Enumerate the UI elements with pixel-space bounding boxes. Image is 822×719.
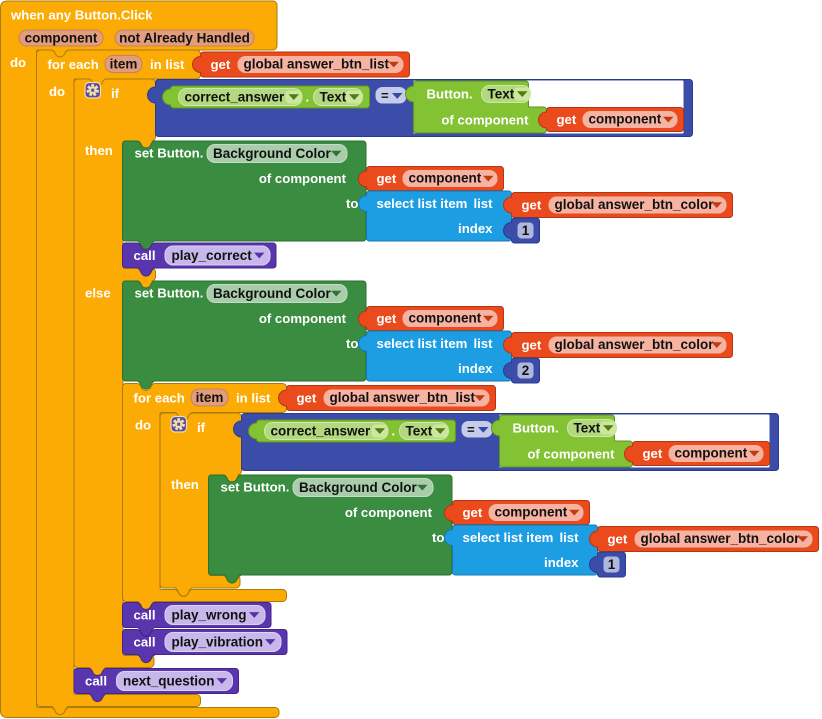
svg-text:get: get [211,57,231,72]
svg-text:of component: of component [441,113,529,128]
svg-text:to: to [346,336,358,351]
svg-text:set Button.: set Button. [221,480,290,495]
svg-text:=: = [467,422,475,437]
svg-text:do: do [10,55,26,70]
svg-text:play_wrong: play_wrong [172,608,247,623]
svg-text:play_vibration: play_vibration [172,635,264,650]
svg-text:list: list [473,336,493,351]
svg-text:global answer_btn_list: global answer_btn_list [330,390,476,405]
svg-text:call: call [134,248,156,263]
svg-text:Text: Text [488,87,515,102]
svg-text:then: then [85,143,113,158]
svg-text:of component: of component [527,447,615,462]
svg-text:to: to [432,530,444,545]
svg-text:of component: of component [259,311,347,326]
svg-text:get: get [297,391,317,406]
svg-text:Text: Text [406,424,433,439]
svg-text:.: . [306,90,310,105]
svg-text:Button.: Button. [427,87,473,102]
svg-text:item: item [110,57,138,72]
svg-text:play_correct: play_correct [172,248,253,263]
svg-text:call: call [85,674,107,689]
svg-text:of component: of component [345,505,433,520]
svg-text:next_question: next_question [123,674,215,689]
svg-text:list: list [559,530,579,545]
svg-text:Button.: Button. [513,421,559,436]
svg-text:component: component [409,171,482,186]
svg-text:Background Color: Background Color [213,286,332,301]
svg-text:get: get [377,311,397,326]
svg-text:call: call [134,635,156,650]
svg-text:in list: in list [236,391,271,406]
svg-text:component: component [675,446,748,461]
svg-text:to: to [346,196,358,211]
svg-text:do: do [49,84,65,99]
svg-text:select list item: select list item [377,196,468,211]
svg-text:component: component [409,311,482,326]
svg-text:correct_answer: correct_answer [185,90,286,105]
svg-text:Text: Text [574,421,601,436]
svg-text:if: if [197,420,206,435]
svg-text:component: component [589,112,662,127]
svg-text:get: get [608,532,628,547]
svg-text:correct_answer: correct_answer [271,424,372,439]
svg-text:get: get [522,198,542,213]
svg-text:else: else [85,286,111,301]
svg-text:1: 1 [608,557,616,572]
svg-text:in list: in list [150,57,185,72]
svg-text:for each: for each [48,57,99,72]
svg-text:for each: for each [134,391,185,406]
svg-text:index: index [458,361,493,376]
svg-text:.: . [392,424,396,439]
svg-text:index: index [458,221,493,236]
svg-text:set Button.: set Button. [135,146,204,161]
svg-text:=: = [381,88,389,103]
svg-text:index: index [544,555,579,570]
svg-text:2: 2 [522,363,530,378]
svg-text:component: component [495,505,568,520]
svg-text:list: list [473,196,493,211]
svg-text:then: then [171,477,199,492]
svg-text:item: item [196,390,224,405]
svg-text:get: get [522,338,542,353]
svg-text:component: component [25,31,98,46]
svg-text:get: get [377,171,397,186]
svg-text:Background Color: Background Color [213,146,332,161]
svg-text:select list item: select list item [463,530,554,545]
svg-text:1: 1 [522,223,530,238]
svg-text:get: get [643,446,663,461]
svg-text:if: if [111,86,120,101]
svg-text:set Button.: set Button. [135,286,204,301]
svg-text:global answer_btn_color: global answer_btn_color [641,531,801,546]
svg-text:get: get [463,505,483,520]
svg-text:get: get [557,112,577,127]
svg-text:not Already Handled: not Already Handled [119,31,250,46]
svg-text:select list item: select list item [377,336,468,351]
svg-text:when any Button.Click: when any Button.Click [10,8,153,23]
svg-text:global answer_btn_list: global answer_btn_list [244,57,390,72]
svg-text:do: do [135,418,151,433]
svg-text:call: call [134,608,156,623]
svg-text:global answer_btn_color: global answer_btn_color [555,197,715,212]
svg-text:of component: of component [259,171,347,186]
svg-text:Background Color: Background Color [299,480,418,495]
svg-text:global answer_btn_color: global answer_btn_color [555,337,715,352]
svg-text:Text: Text [320,90,347,105]
